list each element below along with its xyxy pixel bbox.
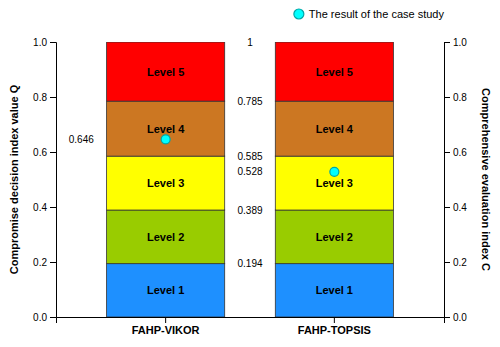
segment-label: Level 4 <box>316 123 354 135</box>
annotation: 0.785 <box>237 96 262 107</box>
labels: Level 1 Level 1 Level 2 Level 2 Level 3 Level… <box>69 37 354 297</box>
axis-title: Comprehensive evaluation index C <box>480 88 492 271</box>
bar-segment <box>275 42 393 101</box>
segment-label: Level 1 <box>147 284 184 296</box>
bar-segment <box>107 210 225 264</box>
tick-mark <box>444 207 450 208</box>
segment-label: Level 4 <box>147 123 185 135</box>
axis: 0.0 0.2 0.4 0.6 0.8 1.0 <box>33 37 56 323</box>
bar-segment <box>107 264 225 317</box>
tick: 1.0 <box>444 37 467 48</box>
data-label: 0.646 <box>69 134 94 145</box>
tick: 0.4 <box>33 202 56 213</box>
tick-mark <box>50 262 56 263</box>
point <box>161 135 170 144</box>
tick-label: 0.4 <box>453 202 467 213</box>
legend-marker <box>294 9 304 19</box>
tick: 0.2 <box>33 257 56 268</box>
segment-label: Level 2 <box>147 231 184 243</box>
tick-label: 0.6 <box>33 147 47 158</box>
tick: 0.0 <box>444 312 467 323</box>
legend: The result of the case study <box>294 8 445 20</box>
annotation: 1 <box>247 37 253 48</box>
bar-segment <box>107 101 225 156</box>
tick: 0.8 <box>444 92 467 103</box>
tick-mark <box>444 262 450 263</box>
tick-mark <box>50 317 56 318</box>
tick-label: 1.0 <box>453 37 467 48</box>
axis: 0.0 0.2 0.4 0.6 0.8 1.0 <box>444 37 467 323</box>
tick-label: FAHP-TOPSIS <box>298 324 371 336</box>
plot: Level 1 Level 1 Level 2 Level 2 Level 3 Level… <box>33 37 467 336</box>
tick-mark <box>50 97 56 98</box>
axis-line <box>50 43 57 318</box>
tick-label: FAHP-VIKOR <box>132 324 200 336</box>
segment-label: Level 5 <box>316 66 353 78</box>
axis-title: Compromise decision index value Q <box>8 84 20 274</box>
tick-mark <box>334 317 335 323</box>
tick-label: 0.2 <box>33 257 47 268</box>
annotation: 0.194 <box>237 258 262 269</box>
segment-label: Level 3 <box>147 177 184 189</box>
tick-mark <box>50 152 56 153</box>
tick-mark <box>165 317 166 323</box>
bar-segment <box>107 42 225 101</box>
marks <box>107 42 394 317</box>
annotation: 0.389 <box>237 205 262 216</box>
tick-label: 1.0 <box>33 37 47 48</box>
bar-segment <box>275 210 393 264</box>
tick: FAHP-TOPSIS <box>298 317 371 336</box>
axis-line <box>445 43 451 318</box>
tick-mark <box>50 207 56 208</box>
bar-segment <box>275 101 393 156</box>
tick-label: 0.2 <box>453 257 467 268</box>
data-label: 0.528 <box>237 166 262 177</box>
segment-label: Level 2 <box>316 231 353 243</box>
tick-label: 0.0 <box>33 312 47 323</box>
legend-label: The result of the case study <box>309 8 445 20</box>
tick: FAHP-VIKOR <box>132 317 200 336</box>
tick-label: 0.0 <box>453 312 467 323</box>
tick: 0.0 <box>33 312 56 323</box>
annotation: 0.585 <box>237 151 262 162</box>
chart: Level 1 Level 1 Level 2 Level 2 Level 3 Level… <box>0 0 500 347</box>
bar-segment <box>275 156 393 210</box>
tick: 0.6 <box>444 147 467 158</box>
tick-mark <box>444 152 450 153</box>
tick-label: 0.6 <box>453 147 467 158</box>
axis: FAHP-VIKOR FAHP-TOPSIS <box>57 317 445 336</box>
tick-mark <box>444 317 450 318</box>
tick-mark <box>444 42 450 43</box>
tick: 0.6 <box>33 147 56 158</box>
tick: 1.0 <box>33 37 56 48</box>
tick: 0.2 <box>444 257 467 268</box>
segment-label: Level 5 <box>147 66 184 78</box>
axis-line <box>57 318 445 324</box>
tick-label: 0.4 <box>33 202 47 213</box>
tick: 0.4 <box>444 202 467 213</box>
tick-label: 0.8 <box>33 92 47 103</box>
tick-label: 0.8 <box>453 92 467 103</box>
segment-label: Level 3 <box>316 177 353 189</box>
tick-mark <box>444 97 450 98</box>
tick: 0.8 <box>33 92 56 103</box>
bar-segment <box>107 156 225 210</box>
tick-mark <box>50 42 56 43</box>
point <box>330 167 339 176</box>
bar-segment <box>275 264 393 317</box>
segment-label: Level 1 <box>316 284 353 296</box>
